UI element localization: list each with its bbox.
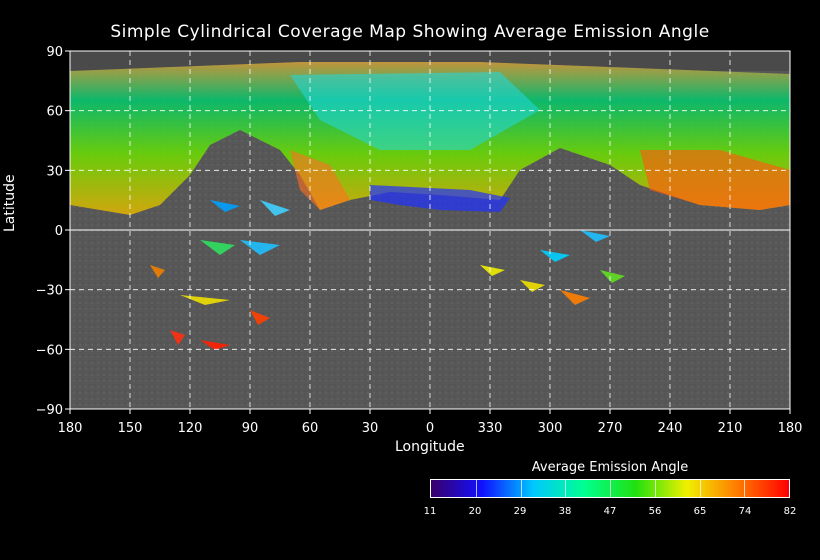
colorbar-divider xyxy=(565,480,567,497)
colorbar xyxy=(430,479,790,498)
y-tick-label: −90 xyxy=(36,403,63,418)
x-tick-label: 90 xyxy=(242,421,259,436)
y-tick-label: 60 xyxy=(46,105,63,120)
y-axis-ticks: 90 60 30 0 −30 −60 −90 xyxy=(36,45,70,418)
x-tick-label: 180 xyxy=(58,421,83,436)
y-tick-label: 90 xyxy=(46,45,63,60)
colorbar-tick-label: 74 xyxy=(738,506,752,517)
colorbar-tick-label: 20 xyxy=(468,506,482,517)
map-title: Simple Cylindrical Coverage Map Showing … xyxy=(110,22,710,42)
x-tick-label: 60 xyxy=(302,421,319,436)
colorbar-divider xyxy=(744,480,746,497)
colorbar-tick-label: 29 xyxy=(513,506,527,517)
colorbar-tick-label: 38 xyxy=(558,506,572,517)
colorbar-tick-label: 11 xyxy=(423,506,437,517)
y-tick-label: 0 xyxy=(55,224,63,239)
colorbar-tick-label: 56 xyxy=(648,506,662,517)
colorbar-title: Average Emission Angle xyxy=(531,460,689,475)
coverage-high-angle-west xyxy=(290,150,350,210)
x-tick-label: 300 xyxy=(538,421,563,436)
x-tick-label: 210 xyxy=(718,421,743,436)
colorbar-tick-label: 47 xyxy=(603,506,617,517)
x-tick-label: 330 xyxy=(478,421,503,436)
colorbar-divider xyxy=(475,480,477,497)
x-axis-label: Longitude xyxy=(395,439,465,455)
y-tick-label: 30 xyxy=(46,164,63,179)
coverage-tiles-east xyxy=(480,230,625,305)
colorbar-tick-label: 82 xyxy=(783,506,797,517)
colorbar-tick-label: 65 xyxy=(693,506,707,517)
x-tick-label: 270 xyxy=(598,421,623,436)
colorbar-divider xyxy=(654,480,656,497)
x-tick-label: 0 xyxy=(426,421,434,436)
colorbar-divider xyxy=(520,480,522,497)
y-axis-label: Latitude xyxy=(2,174,18,232)
colorbar-divider xyxy=(699,480,701,497)
x-tick-label: 240 xyxy=(658,421,683,436)
coverage-tiles-west xyxy=(150,200,290,350)
colorbar-divider xyxy=(610,480,611,497)
grid xyxy=(70,51,790,409)
coverage-high-angle-east xyxy=(640,150,790,210)
y-tick-label: −60 xyxy=(36,343,63,358)
x-tick-label: 180 xyxy=(778,421,803,436)
x-axis-ticks: 180 150 120 90 60 30 0 330 300 270 240 210 180 xyxy=(58,409,803,436)
coverage-low-angle xyxy=(370,185,510,212)
y-tick-label: −30 xyxy=(36,284,63,299)
x-tick-label: 120 xyxy=(178,421,203,436)
x-tick-label: 30 xyxy=(362,421,379,436)
x-tick-label: 150 xyxy=(118,421,143,436)
